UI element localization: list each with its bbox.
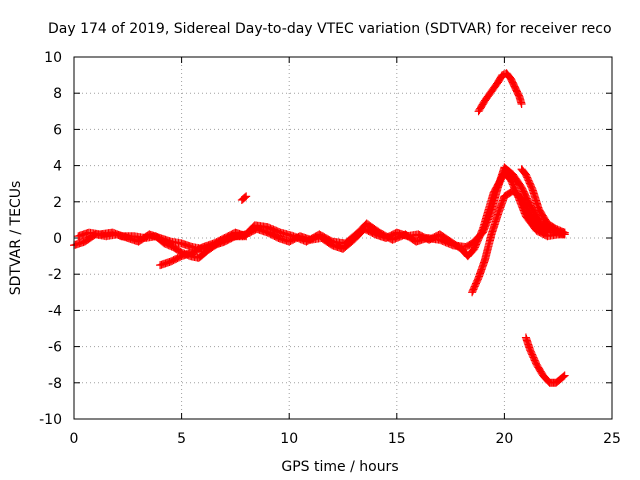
plot-frame: [73, 56, 613, 420]
x-tick-label: 25: [603, 431, 621, 447]
data-point-marker: [560, 228, 569, 237]
chart-title: Day 174 of 2019, Sidereal Day-to-day VTE…: [48, 21, 612, 37]
x-tick-label: 5: [177, 431, 186, 447]
y-tick-label: 10: [44, 50, 62, 66]
y-tick-label: 4: [53, 159, 62, 175]
y-tick-label: 8: [53, 86, 62, 102]
axis-ticks: [73, 56, 613, 420]
x-tick-label: 20: [495, 431, 513, 447]
data-point-marker: [242, 192, 251, 201]
data-point-marker: [559, 372, 568, 381]
data-series: [70, 69, 569, 387]
data-point-marker: [560, 371, 569, 380]
y-tick-labels: -10 -8 -6 -4 -2 0 2 4 6 8 10: [39, 50, 62, 428]
series-track-peak-shoulder: [517, 165, 569, 237]
x-tick-label: 0: [70, 431, 79, 447]
series-track-isolated: [237, 192, 251, 204]
y-tick-label: -2: [48, 267, 62, 283]
data-point-marker: [517, 100, 526, 109]
x-tick-labels: 0 5 10 15 20 25: [70, 431, 621, 447]
y-tick-label: 6: [53, 122, 62, 138]
data-point-marker: [241, 193, 250, 202]
x-tick-label: 10: [280, 431, 298, 447]
series-track-lower: [521, 333, 569, 387]
x-tick-label: 15: [388, 431, 406, 447]
y-tick-label: 2: [53, 195, 62, 211]
data-point-marker: [240, 194, 249, 203]
series-track-lower-branch: [156, 228, 251, 270]
y-tick-label: -10: [39, 412, 62, 428]
y-tick-label: -8: [48, 376, 62, 392]
y-tick-label: -4: [48, 303, 62, 319]
y-tick-label: -6: [48, 340, 62, 356]
series-track-upper: [474, 69, 526, 116]
data-point-marker: [242, 232, 251, 241]
x-axis-label: GPS time / hours: [281, 459, 398, 475]
series-track-main-a: [70, 168, 569, 261]
y-axis-label: SDTVAR / TECUs: [8, 181, 24, 296]
y-tick-label: 0: [53, 231, 62, 247]
data-point-marker: [559, 227, 568, 236]
